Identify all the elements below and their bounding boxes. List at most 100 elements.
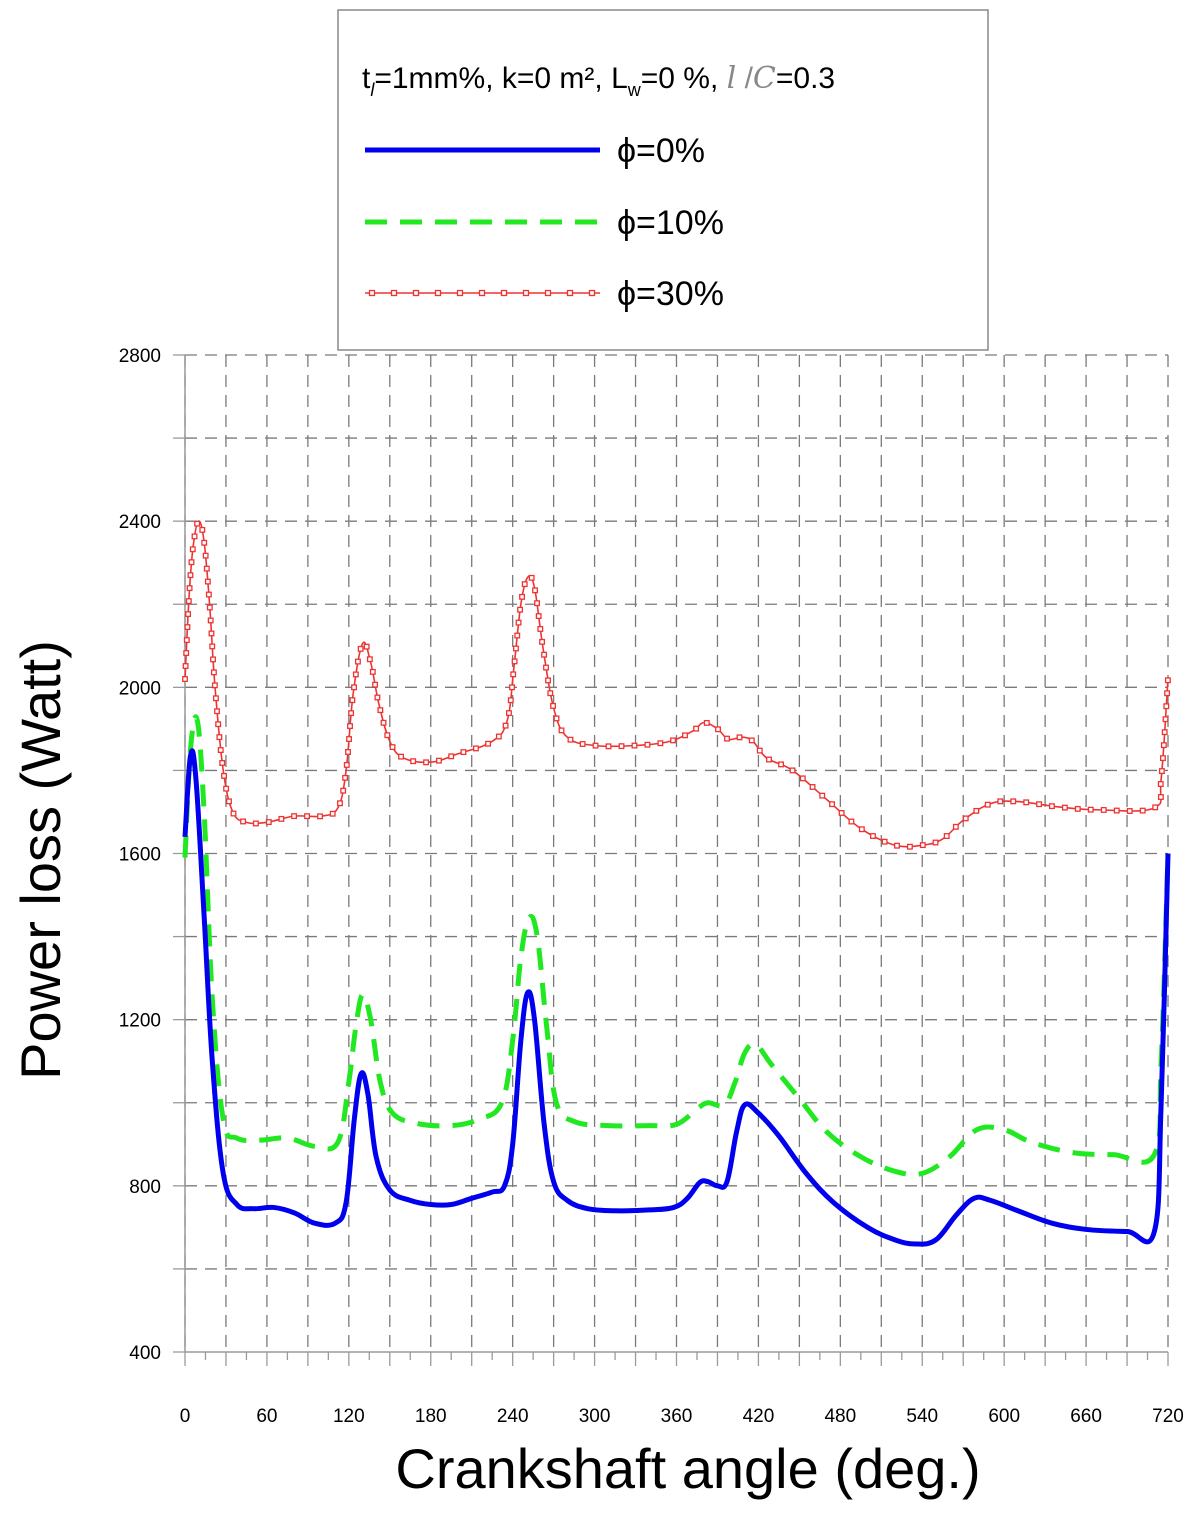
series-marker-phi-30: [1010, 798, 1017, 805]
series-marker-phi-30: [189, 546, 196, 553]
series-marker-phi-30: [1074, 805, 1081, 812]
y-tick-label: 400: [129, 1343, 161, 1364]
series-marker-phi-30: [389, 744, 396, 751]
series-marker-phi-30: [252, 820, 259, 827]
legend-swatch-marker: [456, 289, 464, 297]
series-marker-phi-30: [502, 722, 509, 729]
legend-title-slash: /: [736, 62, 753, 95]
series-marker-phi-30: [553, 715, 560, 722]
series-marker-phi-30: [210, 656, 216, 663]
series-marker-phi-30: [374, 694, 381, 701]
series-marker-phi-30: [514, 632, 521, 639]
series-marker-phi-30: [185, 611, 192, 618]
series-marker-phi-30: [186, 585, 193, 592]
series-marker-phi-30: [973, 807, 980, 814]
legend-swatch-marker: [434, 289, 442, 297]
legend-title-ital1: l: [727, 61, 737, 96]
legend-swatch-marker: [588, 289, 596, 297]
series-marker-phi-30: [329, 810, 336, 817]
series-marker-phi-30: [1100, 807, 1107, 813]
legend-entry-phi-0: ϕ=0%: [365, 132, 705, 170]
series-marker-phi-30: [203, 565, 210, 572]
legend-entries: ϕ=0% ϕ=10% ϕ=30%: [365, 132, 724, 313]
series-marker-phi-30: [756, 747, 763, 754]
series-marker-phi-30: [509, 684, 515, 691]
series-marker-phi-30: [1087, 806, 1094, 813]
series-marker-phi-30: [532, 587, 539, 594]
series-marker-phi-30: [410, 758, 417, 765]
series-marker-phi-30: [997, 798, 1004, 805]
series-marker-phi-30: [869, 833, 876, 839]
series-marker-phi-30: [211, 682, 218, 689]
series-marker-phi-30: [657, 740, 664, 747]
series-marker-phi-30: [515, 619, 522, 626]
x-tick-label: 420: [743, 1406, 775, 1427]
x-tick-label: 720: [1152, 1406, 1184, 1427]
x-tick-label: 180: [415, 1406, 447, 1427]
series-marker-phi-30: [535, 613, 542, 620]
series-marker-phi-30: [789, 767, 796, 774]
series-marker-phi-30: [291, 813, 298, 820]
series-marker-phi-30: [1061, 804, 1068, 811]
legend-title-rest2: =0 %,: [641, 62, 727, 95]
series-marker-phi-30: [1160, 742, 1167, 749]
series-marker-phi-30: [881, 838, 888, 845]
y-tick-label: 2000: [119, 678, 161, 699]
x-tick-label: 0: [180, 1406, 191, 1427]
series-marker-phi-30: [194, 520, 201, 527]
series-marker-phi-30: [543, 664, 549, 671]
series-marker-phi-30: [550, 702, 557, 709]
series-marker-phi-30: [202, 552, 209, 559]
legend-entry-phi-30: ϕ=30%: [365, 275, 724, 313]
series-marker-phi-30: [519, 593, 526, 600]
legend-title-sub2: w: [627, 80, 642, 100]
x-tick-label: 300: [579, 1406, 611, 1427]
y-axis-title: Power loss (Watt): [9, 640, 72, 1080]
series-marker-phi-30: [460, 749, 467, 756]
series-marker-phi-30: [380, 719, 387, 726]
legend-entry-phi-10: ϕ=10%: [365, 204, 724, 242]
series-marker-phi-30: [337, 800, 343, 807]
legend-swatch-marker: [390, 289, 398, 297]
series-marker-phi-30: [204, 578, 211, 585]
series-marker-phi-30: [215, 721, 222, 728]
series-marker-phi-30: [317, 813, 323, 820]
series-marker-phi-30: [209, 643, 216, 650]
legend-title-ital2: C: [753, 61, 776, 96]
series-marker-phi-30: [919, 842, 926, 849]
series-marker-phi-30: [809, 784, 816, 790]
y-tick-label: 1200: [119, 1011, 161, 1032]
legend-title-sub: l: [370, 80, 375, 100]
series-marker-phi-30: [185, 598, 192, 605]
series-marker-phi-30: [366, 656, 373, 663]
y-tick-label: 1600: [119, 845, 161, 866]
series-marker-phi-30: [618, 743, 625, 750]
series-marker-phi-30: [1158, 768, 1165, 775]
series-marker-phi-30: [346, 736, 352, 742]
series-marker-phi-30: [372, 681, 379, 688]
series-marker-phi-30: [226, 798, 232, 805]
series-marker-phi-30: [214, 708, 220, 715]
series-marker-phi-30: [351, 684, 357, 691]
legend-swatch-marker: [544, 289, 552, 297]
x-tick-label: 120: [333, 1406, 365, 1427]
series-marker-phi-30: [715, 726, 721, 733]
series-marker-phi-30: [1126, 808, 1133, 814]
series-marker-phi-30: [423, 759, 430, 766]
series-marker-phi-30: [1157, 794, 1164, 800]
series-marker-phi-30: [265, 819, 272, 826]
series-marker-phi-30: [223, 785, 230, 792]
series-marker-phi-30: [278, 815, 285, 822]
series-marker-phi-30: [521, 581, 528, 588]
x-axis-title: Crankshaft angle (deg.): [395, 1437, 980, 1500]
x-tick-label: 540: [906, 1406, 938, 1427]
series-marker-phi-30: [537, 626, 544, 632]
legend-swatch-marker: [412, 289, 420, 297]
series-marker-phi-30: [506, 710, 512, 717]
legend-title-rest3: =0.3: [776, 62, 835, 95]
series-marker-phi-30: [216, 734, 223, 741]
series-marker-phi-30: [894, 842, 900, 849]
series-marker-phi-30: [354, 658, 361, 665]
series-marker-phi-30: [201, 539, 208, 546]
series-marker-phi-30: [819, 792, 826, 799]
